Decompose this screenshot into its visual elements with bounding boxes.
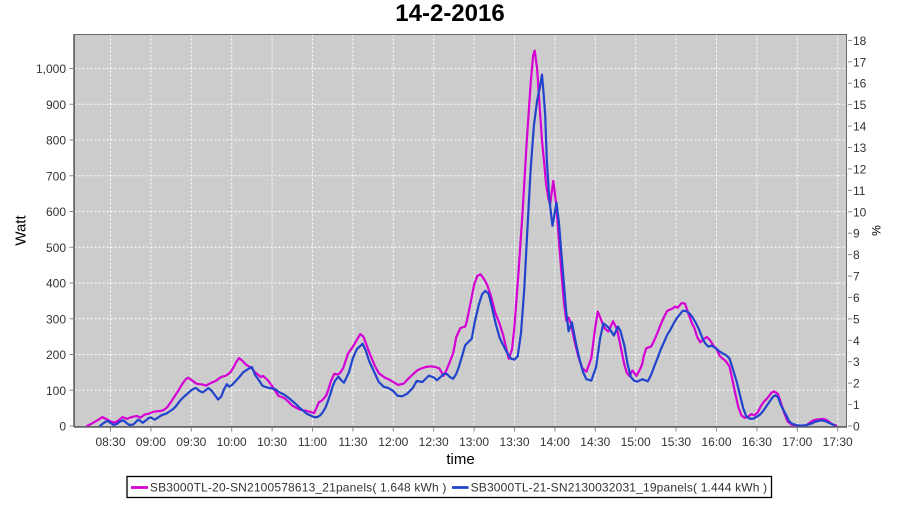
svg-text:15:30: 15:30: [661, 435, 691, 449]
svg-text:16:30: 16:30: [742, 435, 772, 449]
svg-text:17:30: 17:30: [823, 435, 853, 449]
svg-text:13:30: 13:30: [499, 435, 529, 449]
svg-text:10: 10: [853, 205, 867, 219]
svg-text:0: 0: [853, 420, 860, 434]
svg-text:08:30: 08:30: [95, 435, 125, 449]
svg-text:100: 100: [46, 384, 66, 398]
svg-text:200: 200: [46, 348, 66, 362]
svg-text:13: 13: [853, 141, 867, 155]
svg-text:16:00: 16:00: [701, 435, 731, 449]
svg-text:15: 15: [853, 98, 867, 112]
svg-text:11:30: 11:30: [338, 435, 367, 449]
svg-text:8: 8: [853, 248, 860, 262]
svg-text:Watt: Watt: [13, 215, 30, 246]
svg-text:500: 500: [46, 241, 66, 255]
svg-text:time: time: [446, 451, 474, 468]
svg-text:900: 900: [46, 98, 66, 112]
svg-text:SB3000TL-21-SN2130032031_19pan: SB3000TL-21-SN2130032031_19panels( 1.444…: [471, 481, 768, 495]
svg-text:09:00: 09:00: [136, 435, 166, 449]
svg-text:9: 9: [853, 227, 860, 241]
svg-text:14:30: 14:30: [580, 435, 610, 449]
svg-text:14-2-2016: 14-2-2016: [395, 0, 504, 27]
svg-text:3: 3: [853, 355, 860, 369]
svg-text:12:30: 12:30: [419, 435, 449, 449]
svg-text:SB3000TL-20-SN2100578613_21pan: SB3000TL-20-SN2100578613_21panels( 1.648…: [150, 481, 447, 495]
svg-text:14:00: 14:00: [540, 435, 570, 449]
svg-text:400: 400: [46, 277, 66, 291]
svg-text:10:00: 10:00: [217, 435, 247, 449]
svg-text:17: 17: [853, 55, 867, 69]
svg-text:5: 5: [853, 312, 860, 326]
svg-text:700: 700: [46, 169, 66, 183]
svg-text:800: 800: [46, 134, 66, 148]
svg-text:09:30: 09:30: [176, 435, 206, 449]
svg-text:10:30: 10:30: [257, 435, 287, 449]
svg-text:14: 14: [853, 120, 867, 134]
svg-text:17:00: 17:00: [782, 435, 812, 449]
svg-text:1,000: 1,000: [36, 62, 66, 76]
svg-text:0: 0: [59, 420, 66, 434]
svg-text:%: %: [870, 225, 884, 236]
svg-text:2: 2: [853, 377, 860, 391]
svg-text:11: 11: [853, 184, 866, 198]
svg-text:16: 16: [853, 77, 867, 91]
svg-text:600: 600: [46, 205, 66, 219]
svg-text:12:00: 12:00: [378, 435, 408, 449]
svg-text:6: 6: [853, 291, 860, 305]
svg-text:12: 12: [853, 162, 867, 176]
svg-text:4: 4: [853, 334, 860, 348]
svg-text:15:00: 15:00: [621, 435, 651, 449]
svg-text:7: 7: [853, 270, 860, 284]
svg-text:1: 1: [853, 398, 860, 412]
svg-text:11:00: 11:00: [298, 435, 327, 449]
svg-text:18: 18: [853, 34, 867, 48]
svg-text:13:00: 13:00: [459, 435, 489, 449]
svg-text:300: 300: [46, 312, 66, 326]
